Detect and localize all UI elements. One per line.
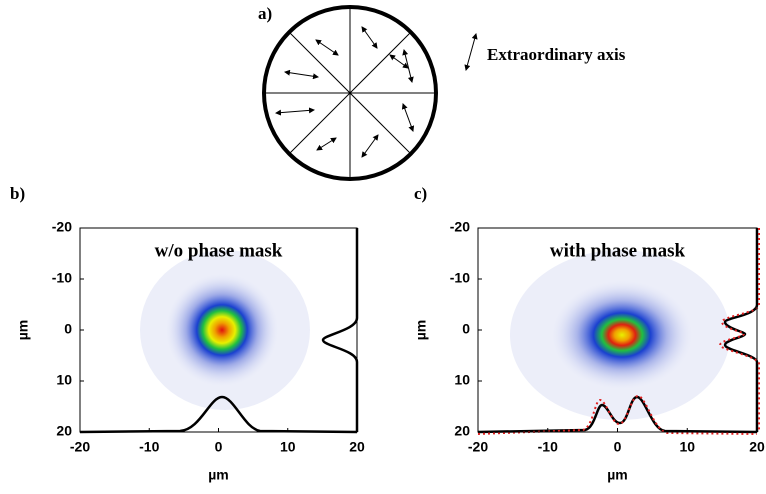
y-tick-label: -10 (450, 270, 470, 286)
y-tick-label: 0 (64, 321, 72, 337)
y-tick-label: 20 (56, 423, 72, 439)
panel-label: c) (414, 184, 427, 203)
x-tick-label: 0 (215, 439, 223, 455)
x-tick-label: -10 (538, 439, 558, 455)
y-axis-label: µm (413, 320, 429, 341)
x-tick-label: -10 (139, 439, 159, 455)
y-tick-label: 10 (454, 372, 470, 388)
y-tick-label: 20 (454, 423, 470, 439)
x-tick-label: 10 (280, 439, 296, 455)
panel-label: a) (258, 4, 272, 23)
x-axis-label: µm (607, 467, 628, 483)
x-tick-label: 20 (749, 439, 765, 455)
y-tick-label: -20 (450, 219, 470, 235)
beam-image-c (510, 250, 730, 420)
y-tick-label: -20 (52, 219, 72, 235)
chart-title: with phase mask (550, 240, 686, 261)
y-axis-label: µm (15, 320, 31, 341)
phase-mask (262, 5, 478, 181)
x-tick-label: 20 (349, 439, 365, 455)
x-tick-label: -20 (70, 439, 90, 455)
legend-text: Extraordinary axis (487, 45, 626, 64)
y-tick-label: 0 (462, 321, 470, 337)
y-tick-label: -10 (52, 270, 72, 286)
x-tick-label: 0 (614, 439, 622, 455)
profiles (79, 228, 760, 435)
y-tick-label: 10 (56, 372, 72, 388)
beam-image-b (140, 250, 310, 410)
panel-label: b) (10, 184, 25, 203)
x-axis-label: µm (208, 467, 229, 483)
x-tick-label: -20 (468, 439, 488, 455)
x-tick-label: 10 (679, 439, 695, 455)
chart-title: w/o phase mask (155, 240, 283, 261)
